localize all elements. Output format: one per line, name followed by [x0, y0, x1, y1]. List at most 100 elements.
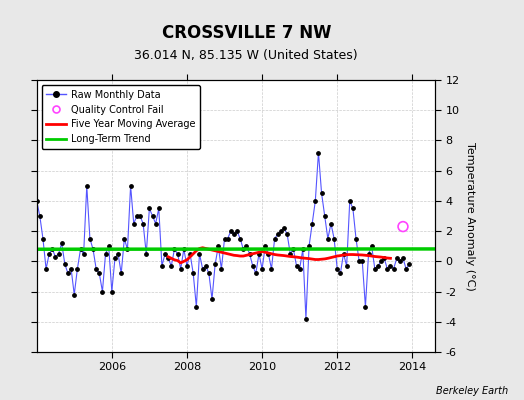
Point — [148, 213, 157, 219]
Point — [73, 266, 82, 272]
Point — [217, 266, 226, 272]
Point — [114, 250, 122, 257]
Point — [32, 198, 41, 204]
Point — [129, 220, 138, 227]
Y-axis label: Temperature Anomaly (°C): Temperature Anomaly (°C) — [465, 142, 475, 290]
Point — [330, 236, 339, 242]
Point — [352, 236, 360, 242]
Point — [277, 228, 285, 234]
Point — [311, 198, 320, 204]
Text: Berkeley Earth: Berkeley Earth — [436, 386, 508, 396]
Point — [51, 254, 60, 260]
Point — [396, 258, 404, 264]
Point — [67, 266, 75, 272]
Point — [374, 263, 382, 269]
Point — [370, 266, 379, 272]
Point — [48, 246, 57, 252]
Point — [223, 236, 232, 242]
Point — [308, 220, 316, 227]
Point — [220, 236, 228, 242]
Point — [264, 250, 272, 257]
Point — [233, 228, 241, 234]
Point — [236, 236, 244, 242]
Point — [333, 266, 342, 272]
Point — [195, 250, 204, 257]
Point — [242, 243, 250, 250]
Point — [267, 266, 276, 272]
Point — [302, 316, 310, 322]
Point — [133, 213, 141, 219]
Point — [64, 270, 72, 277]
Point — [383, 266, 391, 272]
Point — [92, 266, 101, 272]
Point — [296, 266, 304, 272]
Point — [361, 304, 369, 310]
Point — [283, 231, 291, 237]
Point — [98, 288, 106, 295]
Point — [167, 263, 176, 269]
Point — [248, 263, 257, 269]
Point — [136, 213, 144, 219]
Point — [314, 149, 323, 156]
Point — [270, 236, 279, 242]
Point — [173, 250, 182, 257]
Point — [177, 266, 185, 272]
Point — [280, 225, 288, 231]
Point — [86, 236, 94, 242]
Point — [230, 231, 238, 237]
Point — [54, 250, 63, 257]
Point — [107, 288, 116, 295]
Point — [299, 246, 307, 252]
Text: 36.014 N, 85.135 W (United States): 36.014 N, 85.135 W (United States) — [135, 49, 358, 62]
Point — [340, 250, 348, 257]
Point — [61, 261, 69, 268]
Point — [324, 236, 332, 242]
Point — [199, 266, 207, 272]
Text: CROSSVILLE 7 NW: CROSSVILLE 7 NW — [161, 24, 331, 42]
Point — [205, 270, 213, 277]
Point — [77, 246, 85, 252]
Point — [164, 255, 172, 262]
Point — [183, 263, 191, 269]
Point — [305, 243, 313, 250]
Point — [139, 220, 147, 227]
Point — [364, 250, 373, 257]
Point — [348, 205, 357, 212]
Point — [58, 240, 66, 246]
Point — [252, 270, 260, 277]
Point — [104, 243, 113, 250]
Point — [39, 236, 47, 242]
Point — [261, 243, 269, 250]
Point — [111, 255, 119, 262]
Point — [402, 266, 410, 272]
Point — [399, 255, 407, 262]
Point — [208, 296, 216, 302]
Point — [321, 213, 329, 219]
Point — [226, 228, 235, 234]
Point — [170, 246, 179, 252]
Point — [239, 246, 247, 252]
Point — [289, 246, 298, 252]
Point — [36, 213, 44, 219]
Point — [358, 258, 366, 264]
Point — [399, 223, 407, 230]
Point — [180, 246, 188, 252]
Point — [211, 261, 220, 268]
Point — [151, 220, 160, 227]
Point — [42, 266, 50, 272]
Point — [367, 243, 376, 250]
Point — [318, 190, 326, 196]
Point — [258, 266, 266, 272]
Point — [161, 250, 169, 257]
Point — [145, 205, 154, 212]
Point — [405, 261, 413, 268]
Point — [286, 250, 294, 257]
Point — [202, 263, 210, 269]
Point — [292, 263, 301, 269]
Point — [83, 182, 91, 189]
Point — [117, 270, 125, 277]
Point — [274, 231, 282, 237]
Point — [214, 243, 223, 250]
Point — [355, 258, 363, 264]
Point — [336, 270, 345, 277]
